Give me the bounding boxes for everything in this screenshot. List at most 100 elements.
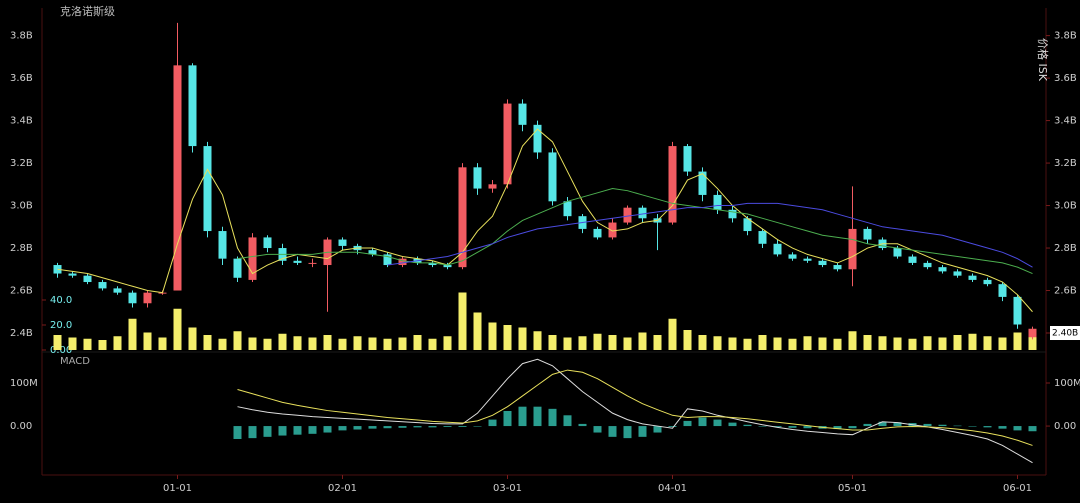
macd-line <box>237 358 1033 464</box>
macd-bar <box>803 426 812 429</box>
candle-body <box>743 218 752 232</box>
last-price-label: 2.40B <box>1052 329 1078 339</box>
macd-bar <box>323 426 332 433</box>
volume-bar <box>548 335 557 350</box>
volume-bar <box>743 338 752 350</box>
volume-bar <box>203 335 212 350</box>
macd-tick-label-right: 0.00 <box>1054 421 1076 432</box>
candle-body <box>773 243 782 255</box>
volume-bar <box>668 318 677 350</box>
volume-bar <box>218 338 227 350</box>
volume-bar <box>968 333 977 350</box>
candle-body <box>68 273 77 276</box>
macd-label: MACD <box>60 356 90 367</box>
y-tick-label-right: 3.4B <box>1054 116 1077 127</box>
volume-tick-label: 20.0 <box>50 320 72 331</box>
candle-body <box>248 237 257 280</box>
volume-bar <box>278 333 287 350</box>
volume-bar <box>923 336 932 350</box>
macd-bar <box>488 419 497 427</box>
macd-bar <box>413 426 422 428</box>
volume-bar <box>998 337 1007 350</box>
candle-body <box>818 260 827 266</box>
volume-bar <box>383 338 392 350</box>
volume-bar <box>353 336 362 350</box>
candle-body <box>458 167 467 268</box>
volume-bar <box>608 335 617 350</box>
macd-bar <box>833 426 842 430</box>
macd-bar <box>923 423 932 427</box>
candle-body <box>293 260 302 263</box>
macd-bar <box>743 424 752 427</box>
volume-bar <box>98 340 107 350</box>
macd-bar <box>653 426 662 433</box>
x-tick-label: 03-01 <box>493 483 522 494</box>
candle-body <box>173 65 182 291</box>
candle-body <box>863 228 872 240</box>
volume-bar <box>113 336 122 350</box>
y-tick-label-right: 3.6B <box>1054 73 1077 84</box>
candle-body <box>608 222 617 238</box>
candle-body <box>143 292 152 304</box>
y-tick-label: 2.4B <box>10 328 33 339</box>
volume-bar <box>773 337 782 350</box>
macd-bar <box>563 415 572 427</box>
macd-bar <box>683 420 692 427</box>
candle-body <box>128 292 137 304</box>
volume-bar <box>563 337 572 350</box>
volume-bar <box>983 336 992 350</box>
y-tick-label-right: 2.8B <box>1054 243 1077 254</box>
macd-bar <box>893 422 902 427</box>
macd-bar <box>848 426 857 429</box>
y-tick-label: 3.8B <box>10 31 33 42</box>
candle-body <box>713 194 722 210</box>
x-tick-label: 06-01 <box>1003 483 1032 494</box>
candle-body <box>473 167 482 189</box>
candle-body <box>893 248 902 257</box>
macd-bar <box>728 422 737 427</box>
volume-bar <box>188 327 197 350</box>
candle-body <box>998 284 1007 297</box>
macd-bar <box>518 406 527 427</box>
x-tick-label: 04-01 <box>658 483 687 494</box>
candle-body <box>308 262 317 264</box>
candle-body <box>443 265 452 268</box>
candle-body <box>848 228 857 270</box>
macd-bar <box>938 424 947 427</box>
candle-body <box>788 254 797 259</box>
volume-bar <box>398 337 407 350</box>
volume-bar <box>368 337 377 350</box>
volume-bar <box>698 335 707 350</box>
candle-body <box>188 65 197 147</box>
volume-bar <box>578 336 587 350</box>
candle-body <box>983 279 992 285</box>
volume-bar <box>818 337 827 350</box>
volume-bar <box>713 336 722 350</box>
macd-bar <box>773 426 782 427</box>
volume-bar <box>1013 332 1022 350</box>
candle-body <box>938 267 947 272</box>
volume-bar <box>473 312 482 350</box>
macd-bar <box>398 426 407 428</box>
candle-body <box>563 201 572 217</box>
volume-bar <box>143 332 152 350</box>
macd-bar <box>503 410 512 427</box>
moving-average <box>387 202 1033 268</box>
volume-bar <box>413 335 422 350</box>
macd-bar <box>968 426 977 427</box>
last-price-box <box>1050 326 1080 341</box>
candle-body <box>338 239 347 246</box>
volume-bar <box>53 335 62 350</box>
volume-bar <box>653 335 662 350</box>
volume-bar <box>293 336 302 350</box>
candle-body <box>623 207 632 223</box>
volume-tick-label: 0.00 <box>50 345 72 356</box>
moving-average <box>57 128 1033 313</box>
candle-body <box>218 231 227 259</box>
macd-bar <box>353 426 362 430</box>
macd-bar <box>863 423 872 427</box>
volume-bar <box>488 322 497 350</box>
volume-bar <box>863 335 872 350</box>
candle-body <box>113 288 122 293</box>
